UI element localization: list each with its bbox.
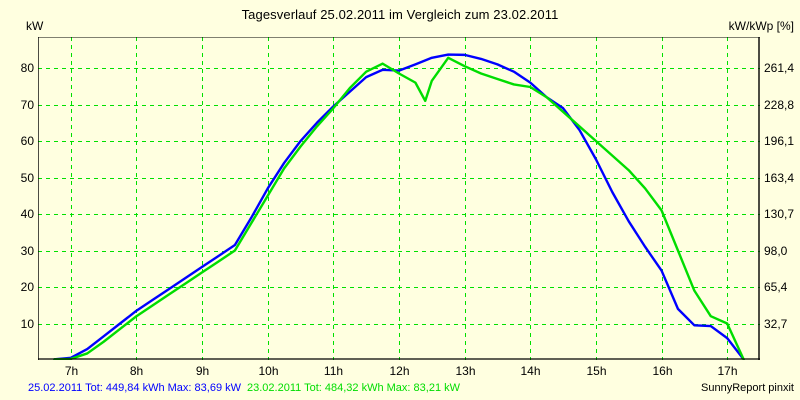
x-tick-label: 16h [652, 364, 673, 378]
y-tick-label-left: 50 [20, 170, 34, 185]
legend-series-1: 25.02.2011 Tot: 449,84 kWh Max: 83,69 kW [28, 382, 241, 394]
watermark-label: SunnyReport pinxit [701, 382, 794, 394]
plot-area [38, 37, 760, 360]
series-lines [53, 53, 745, 360]
y-axis-right-unit: kW/kWp [%] [728, 19, 794, 33]
x-tick-label: 12h [389, 364, 410, 378]
y-tick-label-right: 228,8 [764, 97, 795, 112]
y-axis-left-unit: kW [26, 19, 44, 33]
series-line-1 [53, 53, 745, 360]
legend-series-2: 23.02.2011 Tot: 484,32 kWh Max: 83,21 kW [247, 382, 460, 394]
y-tick-label-right: 163,4 [764, 170, 795, 185]
y-tick-label-right: 196,1 [764, 133, 795, 148]
x-tick-label: 7h [64, 364, 79, 378]
chart-svg [38, 37, 760, 360]
y-tick-label-left: 30 [20, 243, 34, 258]
y-tick-label-right: 261,4 [764, 60, 795, 75]
x-tick-label: 15h [586, 364, 607, 378]
chart-title: Tagesverlauf 25.02.2011 im Vergleich zum… [241, 7, 559, 22]
y-tick-label-left: 80 [20, 60, 34, 75]
y-tick-label-right: 130,7 [764, 206, 795, 221]
x-tick-label: 11h [323, 364, 344, 378]
x-tick-label: 13h [455, 364, 476, 378]
y-tick-label-left: 20 [20, 279, 34, 294]
x-tick-label: 17h [717, 364, 738, 378]
gridlines [38, 37, 760, 360]
y-tick-label-left: 10 [20, 316, 34, 331]
y-tick-label-right: 65,4 [764, 279, 788, 294]
x-tick-label: 9h [195, 364, 210, 378]
y-tick-label-left: 70 [20, 97, 34, 112]
y-tick-label-right: 32,7 [764, 316, 788, 331]
x-tick-label: 10h [258, 364, 279, 378]
y-tick-label-left: 60 [20, 133, 34, 148]
y-tick-label-left: 40 [20, 206, 34, 221]
y-tick-label-right: 98,0 [764, 243, 788, 258]
x-tick-label: 14h [520, 364, 541, 378]
series-line-2 [53, 56, 745, 360]
x-tick-label: 8h [129, 364, 144, 378]
